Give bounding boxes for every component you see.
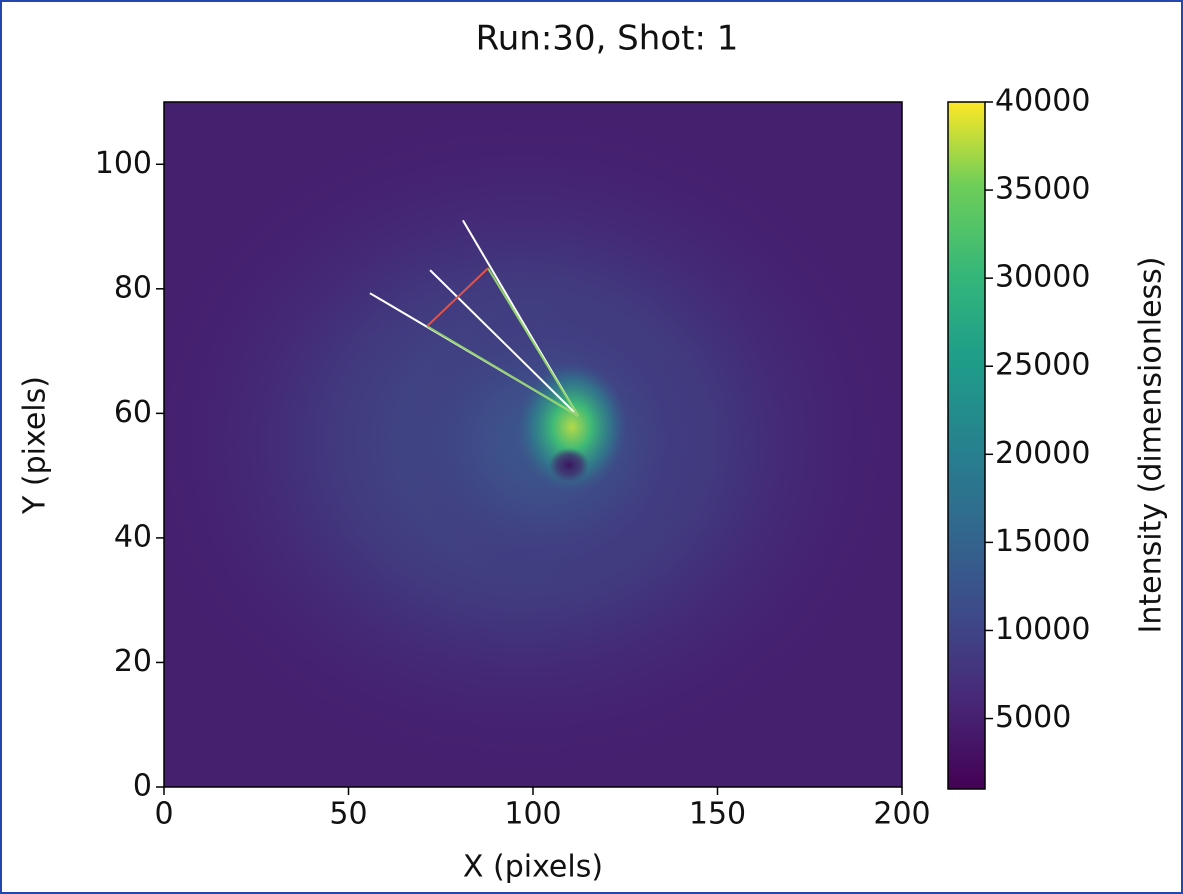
x-tick-label: 0 [154, 797, 173, 832]
colorbar-tick-label: 25000 [995, 348, 1090, 383]
chart-title: Run:30, Shot: 1 [476, 19, 739, 59]
y-tick-label: 40 [114, 519, 152, 554]
colorbar-label: Intensity (dimensionless) [1134, 257, 1169, 634]
colorbar-tick-label: 35000 [995, 172, 1090, 207]
overlay-line [426, 325, 579, 417]
colorbar-tick-label: 30000 [995, 260, 1090, 295]
y-tick-label: 0 [133, 769, 152, 804]
y-tick-label: 60 [114, 395, 152, 430]
colorbar-tick-label: 5000 [995, 700, 1071, 735]
y-tick-label: 100 [95, 146, 152, 181]
overlay-line [426, 267, 489, 327]
heatmap-image [164, 102, 902, 787]
overlay-line [487, 267, 579, 417]
x-tick-label: 50 [329, 797, 367, 832]
colorbar-tick-label: 40000 [995, 84, 1090, 119]
colorbar-tick-label: 20000 [995, 436, 1090, 471]
colorbar-tick-label: 15000 [995, 524, 1090, 559]
x-tick-label: 100 [504, 797, 561, 832]
x-tick-label: 200 [873, 797, 930, 832]
colorbar-tick-label: 10000 [995, 612, 1090, 647]
y-axis-label: Y (pixels) [18, 376, 53, 515]
x-axis-label: X (pixels) [463, 850, 603, 885]
y-tick-label: 20 [114, 644, 152, 679]
x-tick-label: 150 [689, 797, 746, 832]
overlay-line [429, 269, 579, 417]
y-tick-label: 80 [114, 270, 152, 305]
colorbar [947, 101, 986, 790]
